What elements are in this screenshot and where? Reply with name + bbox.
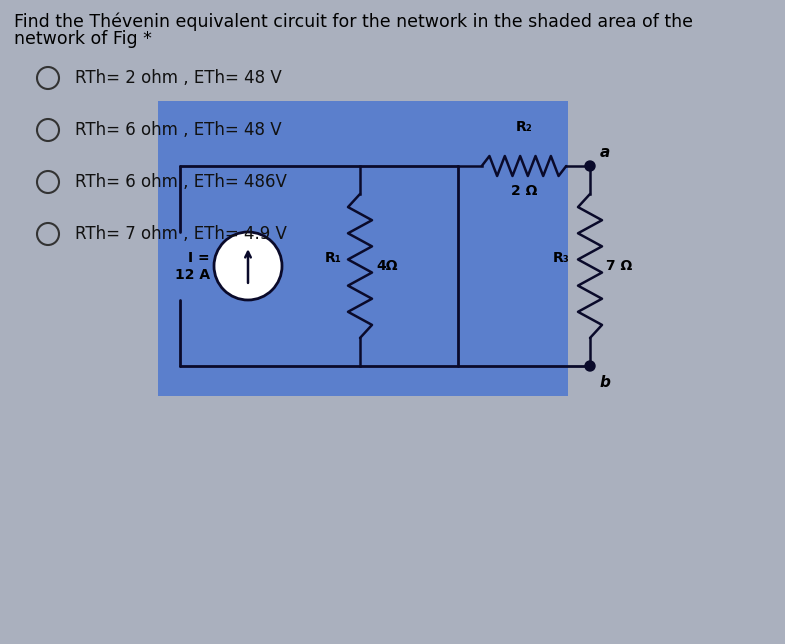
Text: 12 A: 12 A <box>175 268 210 282</box>
Text: Find the Thévenin equivalent circuit for the network in the shaded area of the: Find the Thévenin equivalent circuit for… <box>14 12 693 30</box>
Circle shape <box>214 232 282 300</box>
Text: R₂: R₂ <box>516 120 532 134</box>
Text: RTh= 6 ohm , ETh= 486V: RTh= 6 ohm , ETh= 486V <box>75 173 287 191</box>
Text: I =: I = <box>188 251 210 265</box>
Text: RTh= 2 ohm , ETh= 48 V: RTh= 2 ohm , ETh= 48 V <box>75 69 282 87</box>
Text: RTh= 7 ohm , ETh= 4.9 V: RTh= 7 ohm , ETh= 4.9 V <box>75 225 287 243</box>
Bar <box>158 101 568 396</box>
Circle shape <box>585 361 595 371</box>
Circle shape <box>585 161 595 171</box>
Text: 2 Ω: 2 Ω <box>511 184 537 198</box>
Text: 4Ω: 4Ω <box>376 259 397 273</box>
Text: R₃: R₃ <box>553 251 570 265</box>
Text: RTh= 6 ohm , ETh= 48 V: RTh= 6 ohm , ETh= 48 V <box>75 121 282 139</box>
Text: b: b <box>600 375 611 390</box>
Text: network of Fig *: network of Fig * <box>14 30 152 48</box>
Text: R₁: R₁ <box>325 251 342 265</box>
Text: 7 Ω: 7 Ω <box>606 259 632 273</box>
Text: a: a <box>600 144 610 160</box>
